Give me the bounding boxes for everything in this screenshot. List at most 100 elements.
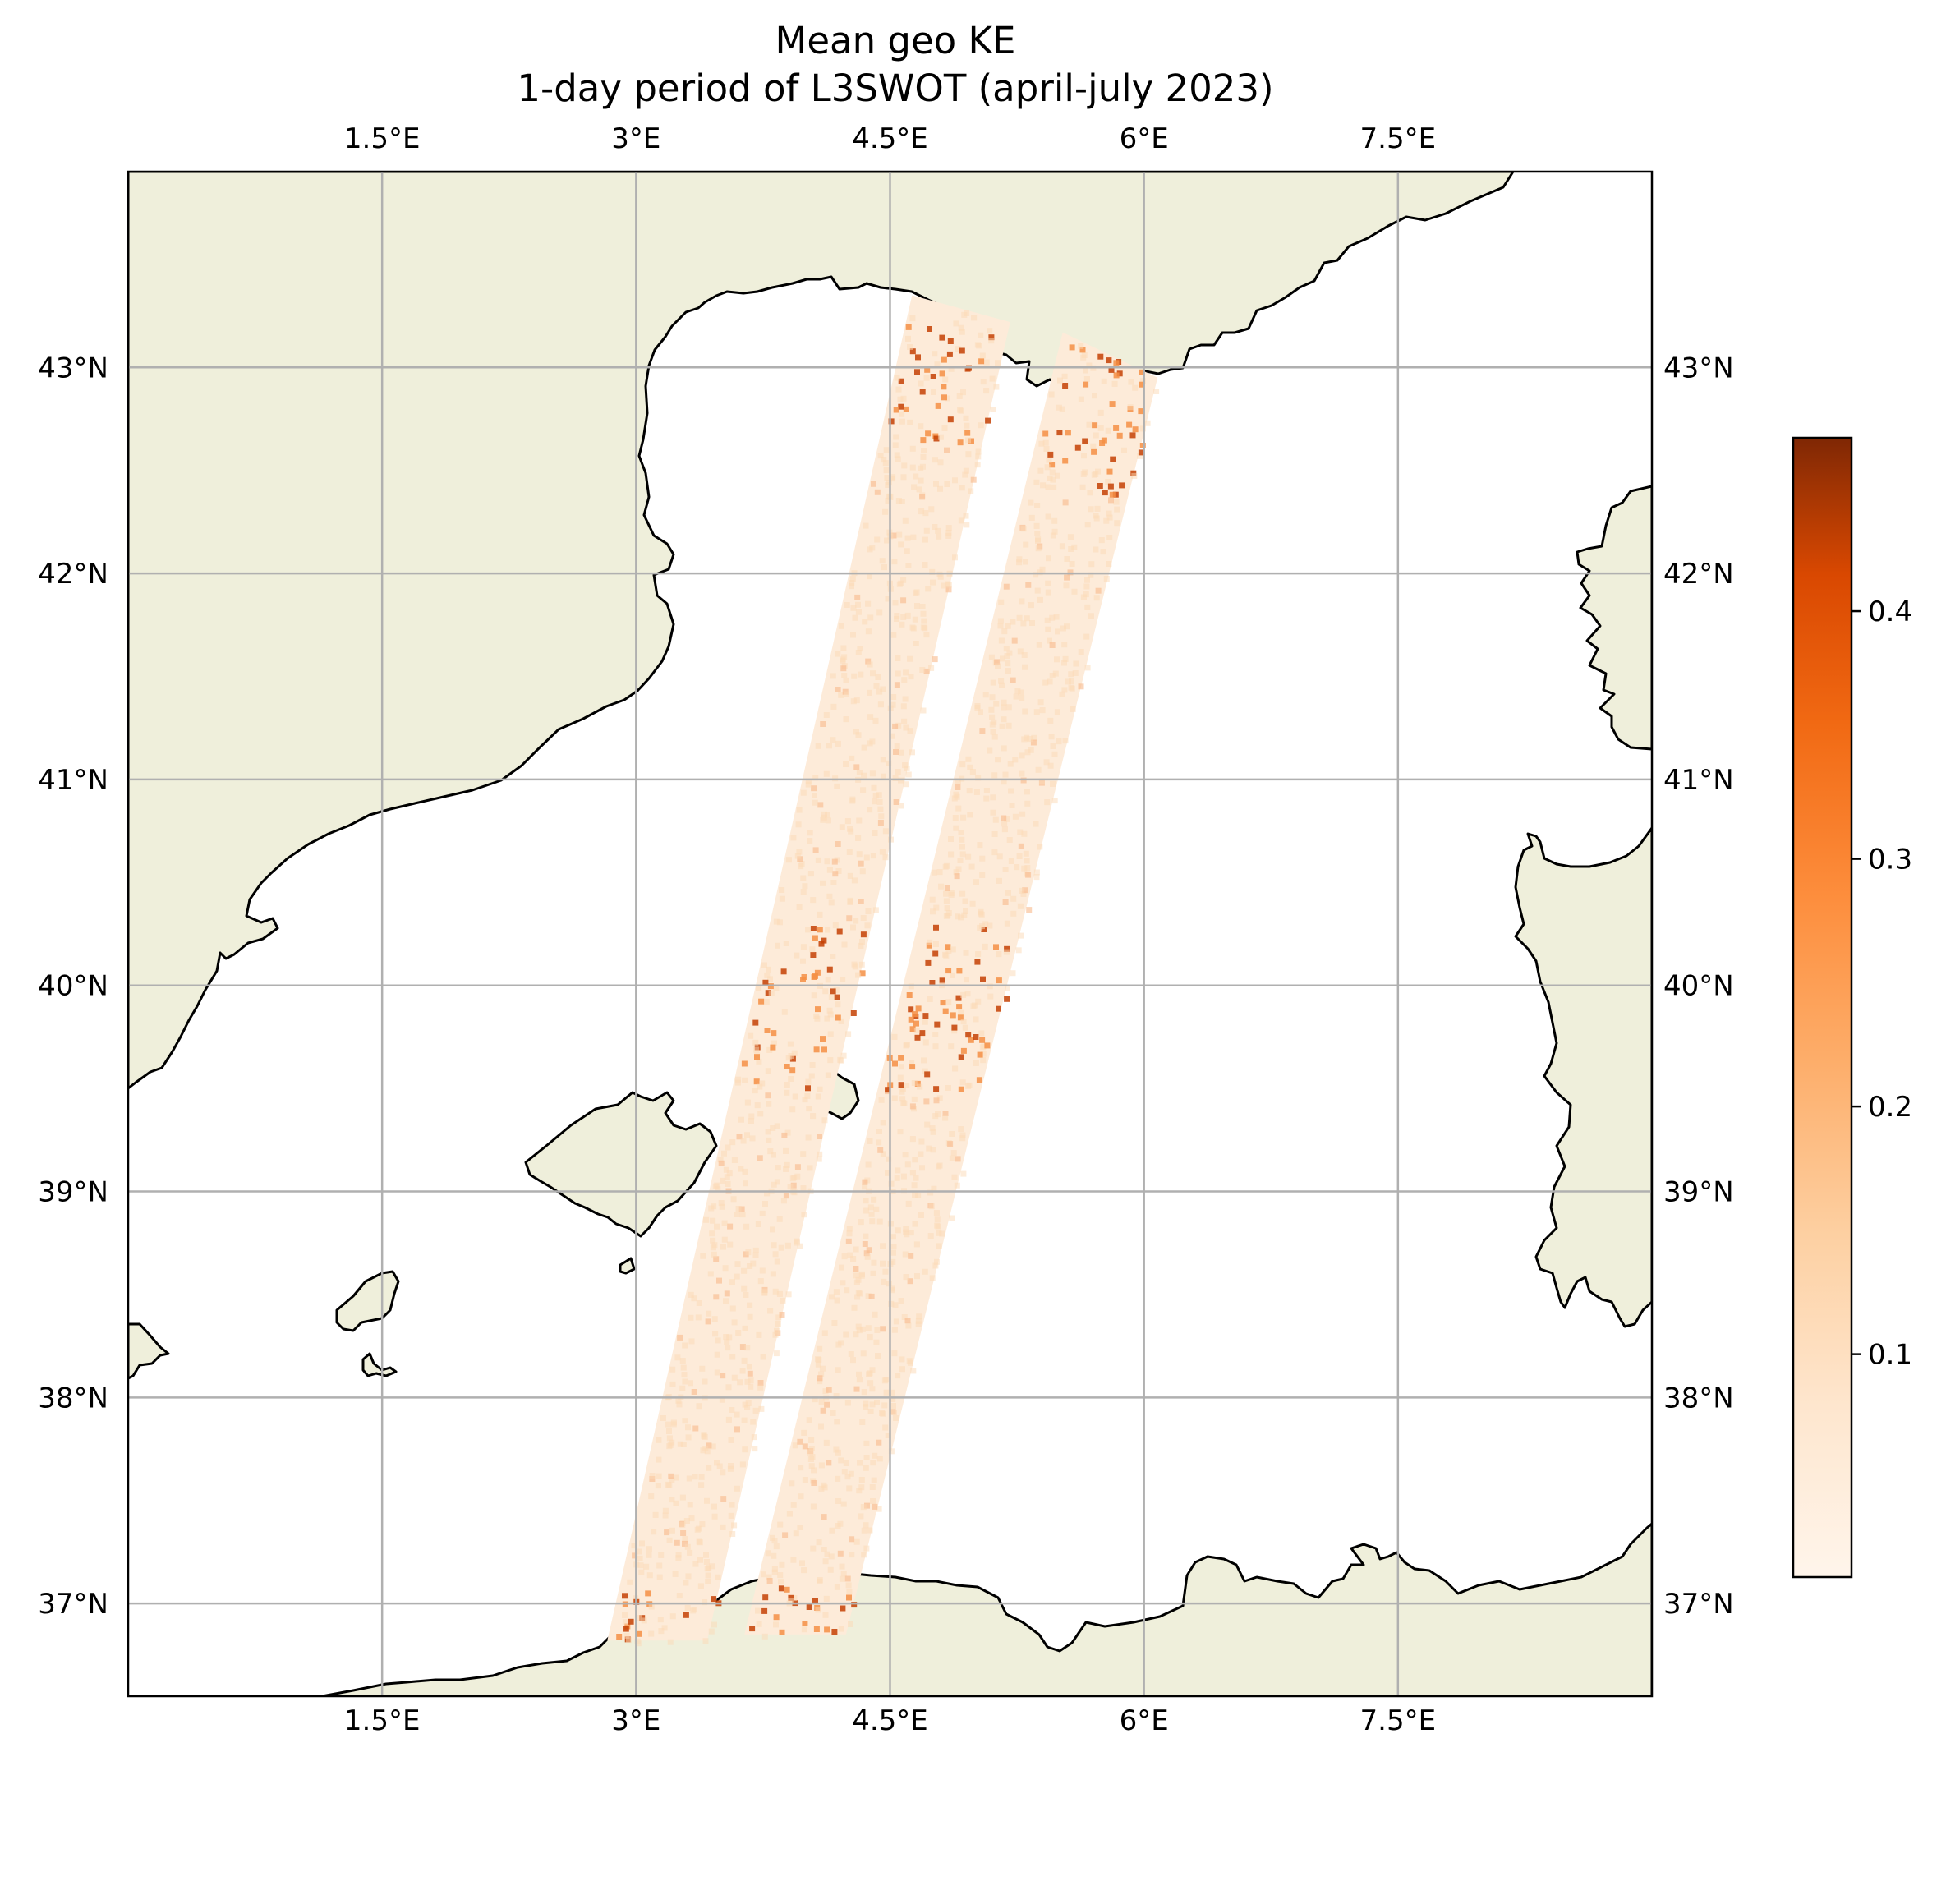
swath-cell xyxy=(867,807,873,813)
swath-cell xyxy=(688,1314,694,1321)
swath-cell xyxy=(944,481,950,487)
swath-cell xyxy=(948,366,955,372)
swath-cell xyxy=(862,1184,868,1190)
swath-cell xyxy=(881,773,886,780)
swath-cell xyxy=(958,1009,964,1016)
swath-cell xyxy=(830,673,836,679)
swath-cell xyxy=(851,877,858,884)
swath-cell xyxy=(861,1552,867,1558)
swath-cell xyxy=(1012,813,1019,820)
swath-cell xyxy=(849,576,856,582)
swath-cell xyxy=(765,990,771,996)
swath-cell xyxy=(1021,830,1028,837)
swath-cell xyxy=(971,315,978,321)
swath-cell xyxy=(818,1371,825,1377)
swath-cell xyxy=(860,1504,867,1511)
swath-cell xyxy=(927,939,933,945)
swath-cell xyxy=(930,1147,936,1153)
swath-cell xyxy=(953,791,959,798)
swath-cell xyxy=(937,459,944,466)
swath-cell xyxy=(778,1244,784,1251)
swath-cell xyxy=(1106,468,1113,475)
swath-cell xyxy=(869,1401,876,1408)
swath-cell xyxy=(825,977,831,983)
swath-cell xyxy=(1106,535,1113,540)
swath-cell xyxy=(853,918,859,924)
swath-cell xyxy=(1116,370,1123,377)
swath-cell xyxy=(742,1168,748,1175)
swath-cell xyxy=(901,718,908,724)
swath-cell xyxy=(950,1150,957,1157)
swath-cell xyxy=(1020,620,1027,627)
swath-cell xyxy=(859,970,866,977)
swath-cell xyxy=(898,378,904,384)
swath-cell xyxy=(1028,499,1034,506)
swath-cell xyxy=(943,952,950,959)
x-tick-label-top: 6°E xyxy=(1120,122,1169,155)
swath-cell xyxy=(748,1383,754,1390)
swath-cell xyxy=(840,645,847,651)
swath-cell xyxy=(1047,451,1054,458)
swath-cell xyxy=(877,453,884,459)
swath-cell xyxy=(828,1553,835,1560)
swath-cell xyxy=(788,1598,794,1604)
swath-cell xyxy=(1068,546,1074,552)
swath-cell xyxy=(863,1400,869,1407)
swath-cell xyxy=(870,853,876,859)
swath-cell xyxy=(895,386,902,393)
swath-cell xyxy=(812,847,819,853)
swath-cell xyxy=(974,959,981,965)
swath-cell xyxy=(1062,738,1069,744)
swath-cell xyxy=(744,1099,751,1106)
swath-cell xyxy=(757,1278,764,1285)
swath-cell xyxy=(895,1227,901,1234)
swath-cell xyxy=(798,1465,804,1471)
swath-cell xyxy=(998,637,1005,644)
swath-cell xyxy=(699,1365,706,1372)
swath-cell xyxy=(808,1437,815,1443)
swath-cell xyxy=(885,1170,890,1176)
swath-cell xyxy=(784,1089,790,1096)
swath-cell xyxy=(908,1006,914,1013)
swath-cell xyxy=(785,1291,792,1298)
swath-cell xyxy=(706,1442,712,1449)
swath-cell xyxy=(988,706,995,713)
swath-cell xyxy=(939,977,945,984)
swath-cell xyxy=(636,1630,642,1637)
swath-cell xyxy=(960,1019,967,1025)
swath-cell xyxy=(966,1082,973,1088)
swath-cell xyxy=(872,1503,878,1510)
swath-cell xyxy=(919,604,926,609)
swath-cell xyxy=(646,1546,652,1552)
swath-cell xyxy=(697,1583,704,1589)
swath-cell xyxy=(931,389,936,395)
swath-cell xyxy=(781,1009,788,1015)
swath-cell xyxy=(805,781,812,788)
swath-cell xyxy=(1047,637,1052,644)
swath-cell xyxy=(710,1443,716,1450)
swath-cell xyxy=(741,1267,748,1274)
swath-cell xyxy=(914,1080,921,1087)
swath-cell xyxy=(903,1274,909,1281)
swath-cell xyxy=(834,1419,840,1425)
swath-cell xyxy=(714,1182,720,1189)
swath-cell xyxy=(1013,693,1019,700)
swath-cell xyxy=(882,508,889,515)
swath-cell xyxy=(667,1639,674,1645)
swath-cell xyxy=(858,961,865,968)
swath-cell xyxy=(673,1500,679,1506)
swath-cell xyxy=(850,1256,857,1262)
swath-cell xyxy=(827,1566,834,1573)
swath-cell xyxy=(922,562,928,568)
swath-cell xyxy=(865,1325,872,1331)
swath-cell xyxy=(716,1277,722,1284)
swath-cell xyxy=(893,1415,899,1421)
swath-cell xyxy=(963,908,968,914)
swath-cell xyxy=(913,1028,920,1034)
swath-cell xyxy=(826,966,833,973)
swath-cell xyxy=(800,875,807,881)
swath-cell xyxy=(1080,594,1087,600)
swath-cell xyxy=(872,1452,878,1459)
swath-cell xyxy=(876,1506,882,1512)
swath-cell xyxy=(801,1212,807,1218)
